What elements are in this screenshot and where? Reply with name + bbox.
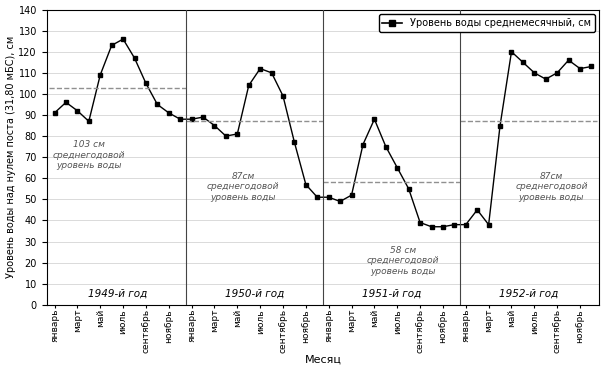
Y-axis label: Уровень воды над нулем поста (31,80 мБС), см: Уровень воды над нулем поста (31,80 мБС)… [5, 36, 16, 278]
Text: 87см
среднегодовой
уровень воды: 87см среднегодовой уровень воды [515, 172, 587, 202]
Text: 87см
среднегодовой
уровень воды: 87см среднегодовой уровень воды [207, 172, 280, 202]
X-axis label: Месяц: Месяц [304, 354, 341, 364]
Text: 1951-й год: 1951-й год [362, 289, 421, 299]
Text: 103 см
среднегодовой
уровень воды: 103 см среднегодовой уровень воды [53, 140, 125, 170]
Text: 1952-й год: 1952-й год [499, 289, 558, 299]
Text: 58 см
среднегодовой
уровень воды: 58 см среднегодовой уровень воды [367, 246, 439, 276]
Text: 1949-й год: 1949-й год [88, 289, 147, 299]
Legend: Уровень воды среднемесячный, см: Уровень воды среднемесячный, см [379, 14, 595, 32]
Text: 1950-й год: 1950-й год [225, 289, 284, 299]
